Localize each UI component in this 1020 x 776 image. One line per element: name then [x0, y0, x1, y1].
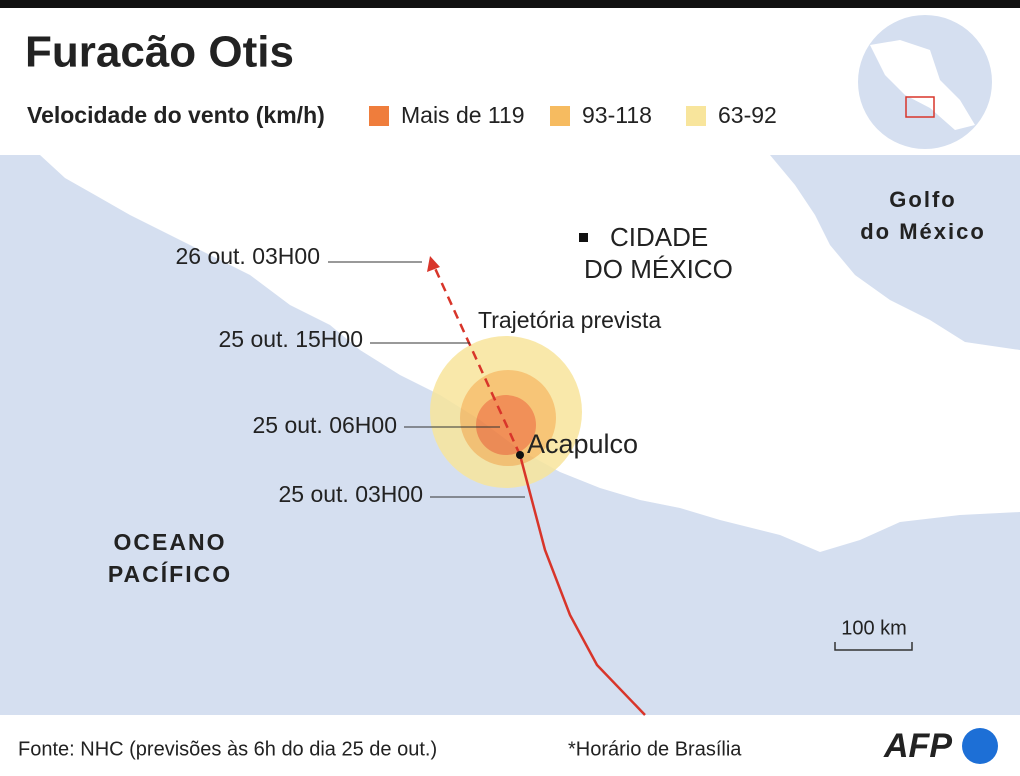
leaders	[328, 261, 525, 498]
capital-label: DO MÉXICO	[584, 254, 733, 284]
legend-label: Mais de 119	[401, 102, 525, 128]
time-label: 25 out. 03H00	[278, 481, 423, 507]
gulf-label: do México	[860, 219, 986, 244]
logo: AFP	[883, 727, 952, 765]
past-track	[518, 454, 646, 716]
globe-land	[870, 40, 975, 130]
city-label: Acapulco	[527, 429, 638, 459]
gulf-label: Golfo	[889, 187, 956, 212]
legend-swatch	[369, 106, 389, 126]
scale-label: 100 km	[841, 617, 907, 639]
top-bar	[0, 0, 1020, 8]
time-label: 25 out. 06H00	[252, 412, 397, 438]
legend-swatch	[550, 106, 570, 126]
inset-box	[905, 96, 935, 118]
note: *Horário de Brasília	[568, 738, 742, 760]
track-arrow	[427, 256, 440, 272]
ocean-label: OCEANO	[114, 529, 227, 555]
time-label: 26 out. 03H00	[175, 243, 320, 269]
wind-zones	[430, 336, 582, 488]
capital-label: CIDADE	[610, 222, 708, 252]
title: Furacão Otis	[25, 28, 294, 77]
legend-label: 93-118	[582, 102, 652, 128]
logo-dot	[962, 728, 998, 764]
legend: Mais de 119 93-118 63-92	[369, 102, 777, 128]
legend-swatch	[686, 106, 706, 126]
legend-title: Velocidade do vento (km/h)	[27, 102, 325, 128]
capital-marker	[579, 233, 588, 242]
legend-label: 63-92	[718, 102, 777, 128]
track-label: Trajetória prevista	[478, 307, 661, 333]
city-dot	[516, 451, 524, 459]
scale-bar	[834, 642, 913, 651]
ocean-label: PACÍFICO	[108, 560, 232, 587]
source: Fonte: NHC (previsões às 6h do dia 25 de…	[18, 738, 437, 760]
forecast-track	[432, 265, 522, 456]
time-label: 25 out. 15H00	[218, 326, 363, 352]
